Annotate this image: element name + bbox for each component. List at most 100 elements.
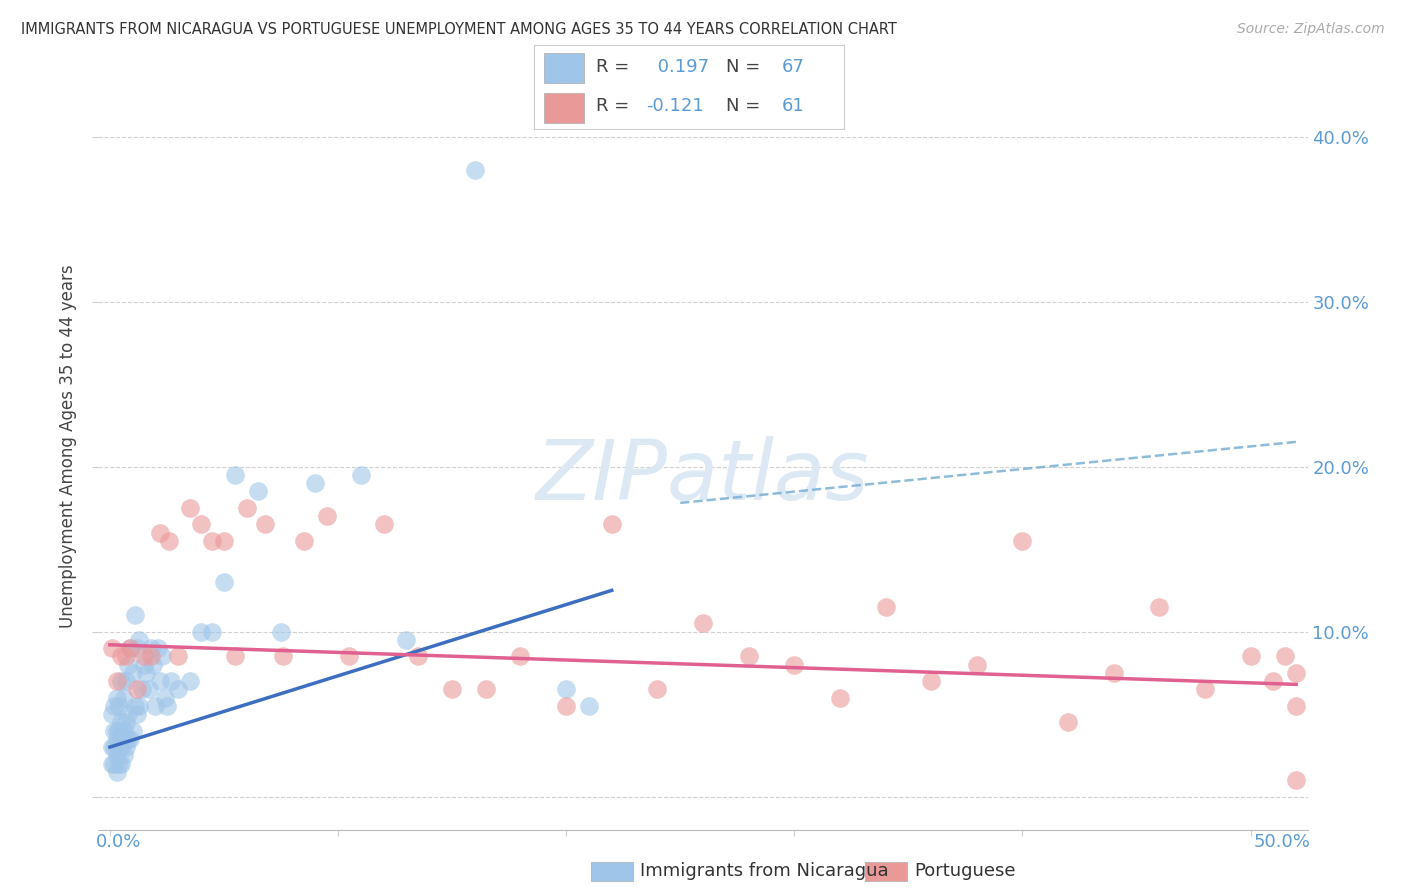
- Point: [1263, 674, 1285, 689]
- Point: [179, 500, 201, 515]
- Point: [315, 509, 337, 524]
- Point: [105, 723, 128, 738]
- Point: [110, 715, 132, 730]
- Point: [201, 624, 224, 639]
- Point: [235, 500, 257, 515]
- Point: [112, 748, 135, 763]
- Text: Portuguese: Portuguese: [914, 863, 1015, 880]
- Point: [131, 682, 153, 697]
- Point: [110, 740, 132, 755]
- Point: [101, 707, 124, 722]
- Text: ZIPatlas: ZIPatlas: [536, 436, 870, 517]
- Text: 50.0%: 50.0%: [1253, 833, 1310, 851]
- Point: [350, 467, 373, 482]
- Point: [114, 674, 136, 689]
- Point: [600, 517, 623, 532]
- Y-axis label: Unemployment Among Ages 35 to 44 years: Unemployment Among Ages 35 to 44 years: [59, 264, 77, 628]
- Point: [139, 649, 162, 664]
- Point: [1376, 698, 1399, 713]
- Point: [167, 682, 190, 697]
- Point: [212, 575, 235, 590]
- Point: [110, 731, 132, 746]
- Point: [578, 698, 600, 713]
- Point: [108, 756, 131, 771]
- Point: [555, 682, 578, 697]
- Point: [149, 525, 172, 540]
- Point: [101, 740, 124, 755]
- Point: [1399, 674, 1406, 689]
- Point: [1399, 649, 1406, 664]
- Text: 61: 61: [782, 97, 804, 115]
- Point: [1057, 715, 1080, 730]
- Point: [212, 533, 235, 548]
- Point: [105, 748, 128, 763]
- Point: [101, 641, 124, 656]
- Point: [190, 624, 212, 639]
- Point: [1354, 665, 1376, 680]
- Point: [103, 740, 125, 755]
- Point: [395, 632, 418, 647]
- Point: [114, 715, 136, 730]
- Point: [828, 690, 851, 705]
- Point: [1149, 599, 1171, 614]
- Point: [156, 698, 179, 713]
- Point: [271, 649, 294, 664]
- Text: 0.0%: 0.0%: [96, 833, 142, 851]
- Point: [1239, 649, 1261, 664]
- Text: Immigrants from Nicaragua: Immigrants from Nicaragua: [640, 863, 889, 880]
- Point: [103, 698, 125, 713]
- Point: [110, 756, 132, 771]
- Point: [149, 674, 172, 689]
- Point: [128, 698, 150, 713]
- Text: Source: ZipAtlas.com: Source: ZipAtlas.com: [1237, 22, 1385, 37]
- Point: [121, 723, 143, 738]
- Point: [132, 649, 155, 664]
- Point: [920, 674, 942, 689]
- Point: [135, 665, 157, 680]
- Text: R =: R =: [596, 59, 636, 77]
- Text: N =: N =: [725, 97, 766, 115]
- Text: R =: R =: [596, 97, 636, 115]
- Point: [692, 616, 714, 631]
- Point: [110, 649, 132, 664]
- Point: [783, 657, 806, 672]
- Point: [120, 641, 142, 656]
- Point: [270, 624, 292, 639]
- Point: [966, 657, 988, 672]
- Point: [114, 740, 136, 755]
- Point: [120, 641, 142, 656]
- Point: [112, 690, 135, 705]
- Point: [105, 690, 128, 705]
- Point: [124, 608, 146, 623]
- Point: [441, 682, 464, 697]
- Point: [875, 599, 897, 614]
- Point: [224, 649, 246, 664]
- Point: [406, 649, 429, 664]
- Text: 67: 67: [782, 59, 804, 77]
- Point: [1011, 533, 1033, 548]
- Point: [464, 162, 486, 177]
- Point: [1285, 665, 1308, 680]
- Point: [103, 723, 125, 738]
- Point: [509, 649, 531, 664]
- Text: -0.121: -0.121: [645, 97, 703, 115]
- Point: [253, 517, 276, 532]
- Point: [737, 649, 759, 664]
- Point: [110, 674, 132, 689]
- Point: [108, 740, 131, 755]
- Point: [1376, 649, 1399, 664]
- Point: [1194, 682, 1216, 697]
- Text: IMMIGRANTS FROM NICARAGUA VS PORTUGUESE UNEMPLOYMENT AMONG AGES 35 TO 44 YEARS C: IMMIGRANTS FROM NICARAGUA VS PORTUGUESE …: [21, 22, 897, 37]
- Point: [555, 698, 578, 713]
- FancyBboxPatch shape: [544, 54, 583, 83]
- Text: N =: N =: [725, 59, 766, 77]
- Point: [153, 690, 176, 705]
- Point: [1354, 698, 1376, 713]
- FancyBboxPatch shape: [544, 93, 583, 122]
- Point: [160, 674, 183, 689]
- Point: [201, 533, 224, 548]
- Point: [124, 698, 146, 713]
- Point: [1330, 674, 1353, 689]
- Point: [103, 756, 125, 771]
- Point: [101, 756, 124, 771]
